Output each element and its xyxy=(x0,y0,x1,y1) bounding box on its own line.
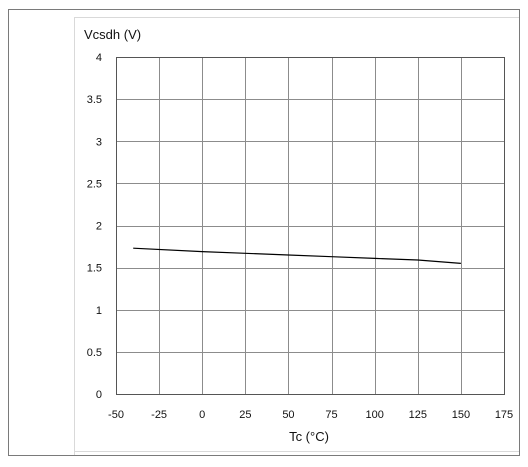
x-tick-label: 25 xyxy=(239,409,251,421)
y-tick-label: 0 xyxy=(96,389,102,401)
y-tick-label: 3.5 xyxy=(87,94,102,106)
figure-frame xyxy=(8,9,520,456)
x-tick-label: 0 xyxy=(199,409,205,421)
y-tick-label: 0.5 xyxy=(87,347,102,359)
x-tick-label: 175 xyxy=(495,409,513,421)
y-axis-ticks: 0 0.5 1 1.5 2 2.5 3 3.5 4 xyxy=(87,52,102,401)
y-tick-label: 1.5 xyxy=(87,263,102,275)
x-tick-label: 100 xyxy=(365,409,383,421)
x-tick-label: 150 xyxy=(452,409,470,421)
y-tick-label: 3 xyxy=(96,136,102,148)
y-tick-label: 1 xyxy=(96,305,102,317)
x-axis-ticks: -50 -25 0 25 50 75 100 125 150 175 xyxy=(108,409,513,421)
x-tick-label: -25 xyxy=(151,409,167,421)
y-tick-label: 2 xyxy=(96,221,102,233)
series-line xyxy=(133,247,461,264)
x-axis-label: Tc (°C) xyxy=(289,429,329,444)
x-tick-label: 50 xyxy=(282,409,294,421)
plot-area xyxy=(116,57,505,395)
y-axis-label: Vcsdh (V) xyxy=(84,27,141,42)
series-group xyxy=(133,247,461,264)
y-tick-label: 2.5 xyxy=(87,178,102,190)
x-tick-label: 75 xyxy=(325,409,337,421)
y-tick-label: 4 xyxy=(96,52,102,64)
x-tick-label: -50 xyxy=(108,409,124,421)
plot-border xyxy=(116,57,505,395)
x-tick-label: 125 xyxy=(409,409,427,421)
